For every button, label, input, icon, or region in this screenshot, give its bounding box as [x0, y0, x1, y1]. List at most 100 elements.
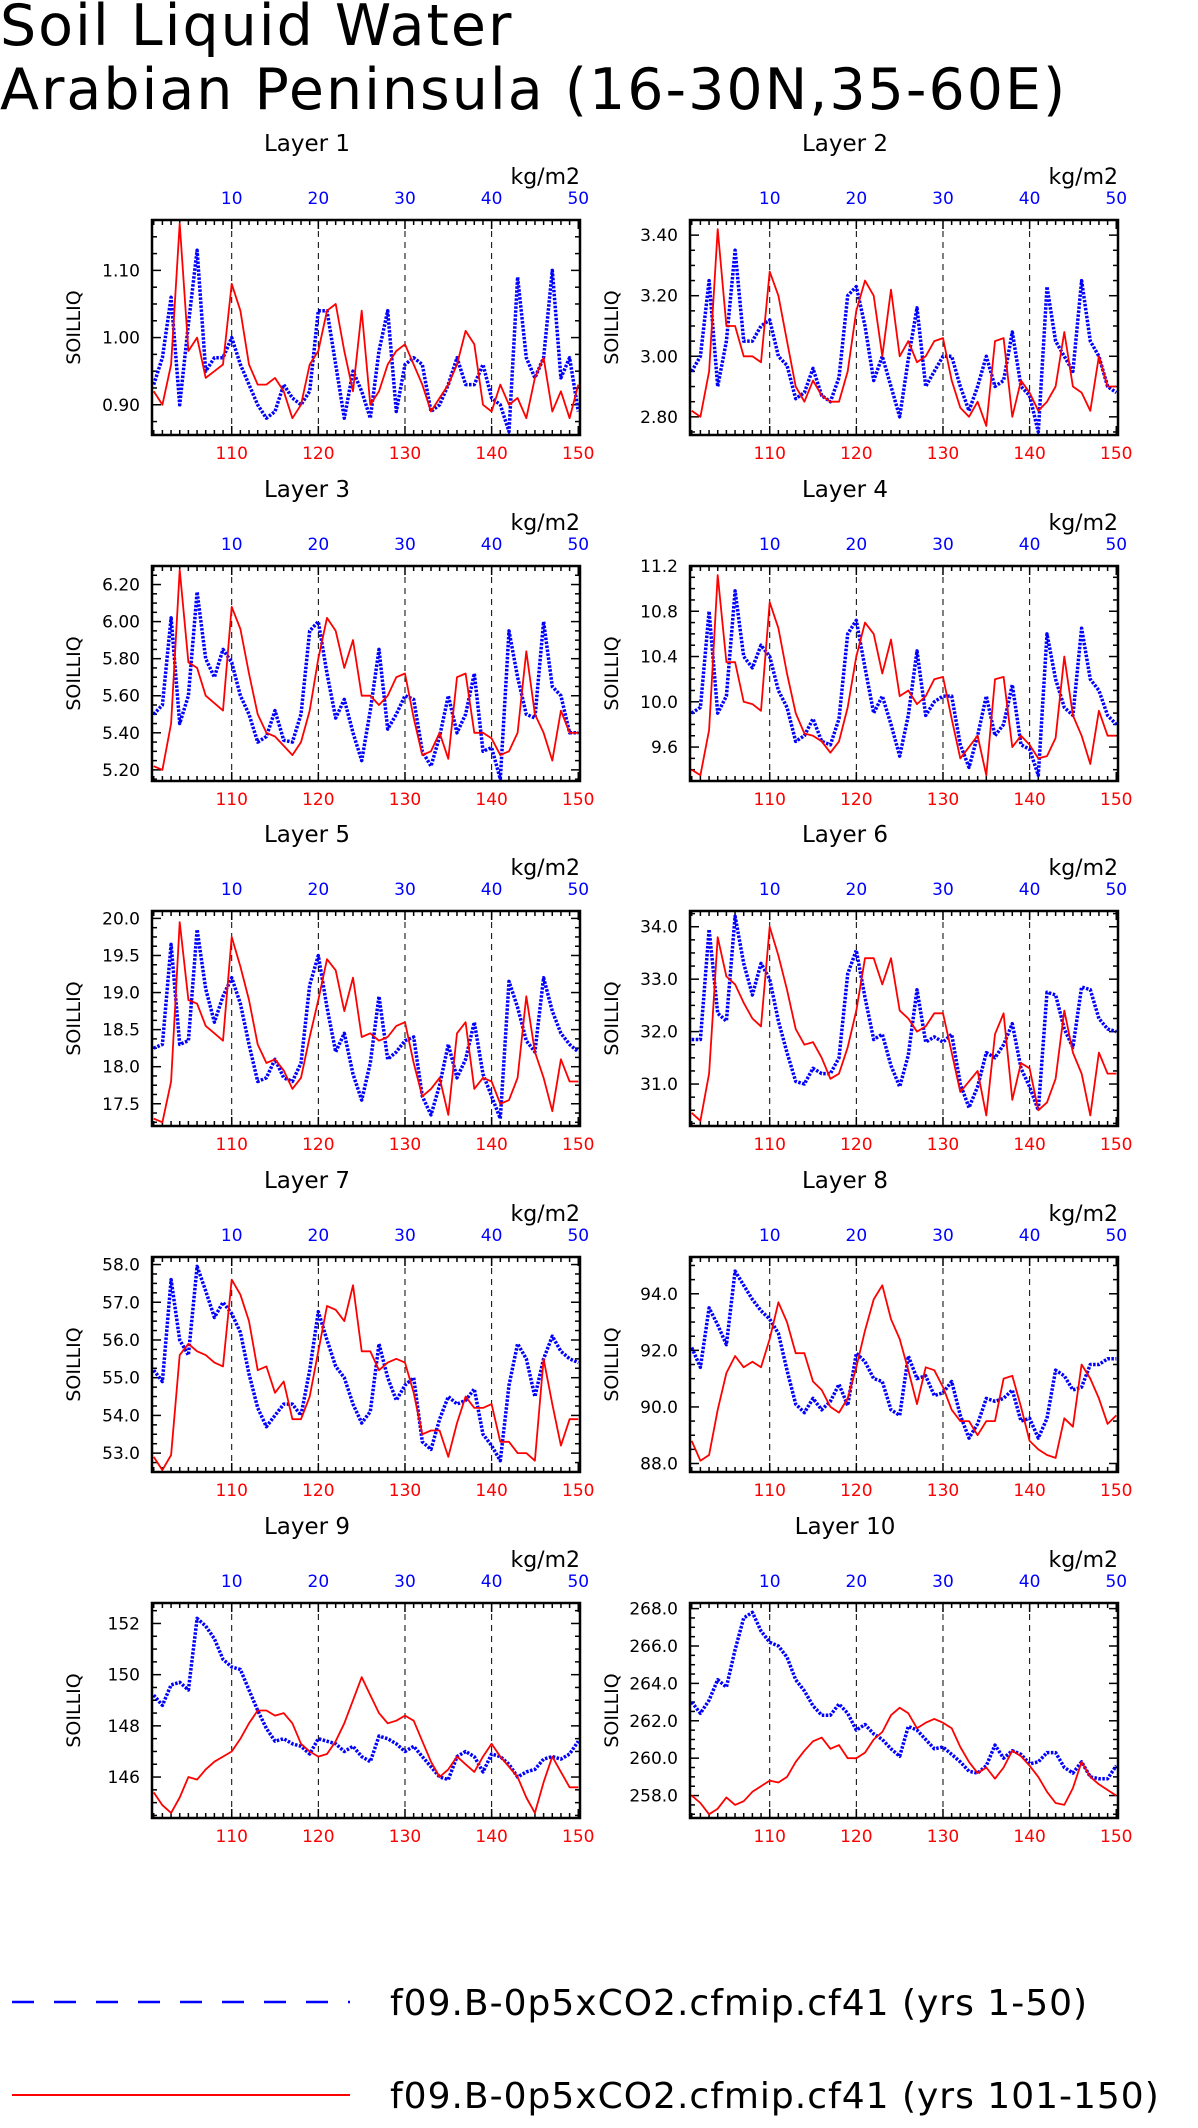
series-line-yrs-101-150	[152, 222, 580, 420]
y-tick-label: 31.0	[640, 1075, 678, 1095]
panel-title: Layer 4	[802, 477, 888, 503]
series-line-yrs-101-150	[153, 568, 579, 771]
y-tick-label: 10.8	[640, 602, 678, 622]
top-tick-label: 20	[846, 880, 868, 900]
y-tick-label: 11.2	[640, 557, 678, 577]
top-tick-label: 50	[1105, 189, 1127, 209]
y-tick-label: 1.00	[102, 329, 140, 349]
top-tick-label: 30	[932, 535, 954, 555]
chart-layer-2: Layer 2 kg/m2 SOILLIQ 2.80 3.00 3.20 3.40 10 20 3…	[601, 131, 1132, 464]
plot-frame	[688, 1601, 1120, 1820]
y-tick-label: 92.0	[640, 1341, 678, 1361]
y-tick-label: 3.20	[640, 287, 678, 307]
y-axis-label: SOILLIQ	[601, 981, 623, 1055]
bottom-tick-label: 140	[475, 1481, 507, 1501]
bottom-tick-label: 120	[302, 1827, 334, 1847]
panel-title: Layer 2	[802, 131, 888, 157]
panel-title: Layer 8	[802, 1168, 888, 1194]
top-tick-label: 10	[759, 1226, 781, 1246]
y-tick-label: 33.0	[640, 970, 678, 990]
y-tick-label: 53.0	[102, 1444, 140, 1464]
top-tick-label: 40	[481, 1226, 503, 1246]
figure-title: Soil Liquid Water Arabian Peninsula (16-…	[0, 0, 1067, 122]
y-tick-label: 262.0	[629, 1712, 678, 1732]
plot-frame	[688, 218, 1120, 437]
chart-layer-6: Layer 6 kg/m2 SOILLIQ 31.0 32.0 33.0 34.0 10 20 3…	[601, 822, 1132, 1155]
y-tick-label: 9.6	[651, 738, 678, 758]
top-tick-label: 30	[394, 189, 416, 209]
top-tick-label: 30	[932, 189, 954, 209]
y-tick-label: 5.60	[102, 687, 140, 707]
plot-frame	[150, 909, 582, 1128]
y-tick-label: 10.0	[640, 693, 678, 713]
y-axis-label: SOILLIQ	[601, 290, 623, 364]
top-tick-label: 20	[308, 535, 330, 555]
bottom-tick-label: 150	[562, 790, 594, 810]
top-tick-label: 50	[567, 1572, 589, 1592]
bottom-tick-label: 120	[840, 1135, 872, 1155]
bottom-tick-label: 130	[927, 1135, 959, 1155]
series-line-yrs-1-50	[690, 1269, 1117, 1440]
series-line-yrs-1-50	[152, 1616, 580, 1782]
top-tick-label: 40	[481, 1572, 503, 1592]
series-line-yrs-101-150	[152, 1278, 579, 1471]
bottom-tick-label: 150	[1100, 1827, 1132, 1847]
top-tick-label: 10	[759, 880, 781, 900]
top-tick-label: 20	[846, 1572, 868, 1592]
y-tick-label: 58.0	[102, 1256, 140, 1276]
y-tick-label: 258.0	[629, 1787, 678, 1807]
top-tick-label: 30	[394, 1226, 416, 1246]
plot-frame	[150, 218, 582, 437]
bottom-tick-label: 110	[753, 1481, 785, 1501]
y-axis-label: SOILLIQ	[63, 290, 85, 364]
bottom-tick-label: 110	[215, 1481, 247, 1501]
top-tick-label: 40	[481, 535, 503, 555]
y-axis-label: SOILLIQ	[63, 981, 85, 1055]
top-tick-label: 30	[932, 1572, 954, 1592]
bottom-tick-label: 110	[753, 444, 785, 464]
top-tick-label: 40	[1019, 1226, 1041, 1246]
top-tick-label: 50	[567, 189, 589, 209]
bottom-tick-label: 150	[1100, 790, 1132, 810]
y-tick-label: 264.0	[629, 1674, 678, 1694]
y-tick-label: 148	[108, 1717, 140, 1737]
series-line-yrs-101-150	[690, 1284, 1117, 1462]
bottom-tick-label: 150	[1100, 1481, 1132, 1501]
top-tick-label: 20	[308, 1226, 330, 1246]
y-tick-label: 3.00	[640, 347, 678, 367]
bottom-tick-label: 150	[562, 1481, 594, 1501]
bottom-tick-label: 120	[840, 1481, 872, 1501]
plot-frame	[150, 1255, 582, 1474]
y-tick-label: 18.0	[102, 1058, 140, 1078]
y-tick-label: 56.0	[102, 1331, 140, 1351]
chart-layer-9: Layer 9 kg/m2 SOILLIQ 146 148 150 152 10 20 30 40 5…	[63, 1514, 594, 1847]
y-axis-label: SOILLIQ	[63, 1673, 85, 1747]
y-axis-label: SOILLIQ	[63, 636, 85, 710]
y-tick-label: 19.5	[102, 946, 140, 966]
top-tick-label: 30	[932, 880, 954, 900]
legend-line-red	[12, 2094, 350, 2096]
units-label: kg/m2	[510, 856, 580, 881]
series-line-yrs-101-150	[152, 1676, 579, 1814]
legend-line-blue	[12, 2000, 350, 2004]
charts-canvas: Layer 1 kg/m2 SOILLIQ 0.90 1.00 1.10 10 20 30 40 5…	[63, 131, 1132, 1847]
plot-frame	[150, 1601, 582, 1820]
chart-layer-8: Layer 8 kg/m2 SOILLIQ 88.0 90.0 92.0 94.0 10 20 3…	[601, 1168, 1132, 1501]
y-tick-label: 3.40	[640, 226, 678, 246]
y-tick-label: 88.0	[640, 1455, 678, 1475]
units-label: kg/m2	[510, 165, 580, 190]
series-line-yrs-101-150	[691, 925, 1117, 1122]
bottom-tick-label: 140	[475, 1827, 507, 1847]
top-tick-label: 10	[221, 535, 243, 555]
panel-title: Layer 6	[802, 822, 888, 848]
plot-frame	[688, 909, 1120, 1128]
top-tick-label: 10	[759, 1572, 781, 1592]
bottom-tick-label: 130	[927, 1481, 959, 1501]
plot-frame	[688, 1255, 1120, 1474]
top-tick-label: 50	[1105, 1226, 1127, 1246]
y-tick-label: 20.0	[102, 909, 140, 929]
bottom-tick-label: 130	[927, 444, 959, 464]
top-tick-label: 50	[1105, 880, 1127, 900]
y-axis-label: SOILLIQ	[63, 1327, 85, 1401]
y-tick-label: 5.80	[102, 650, 140, 670]
